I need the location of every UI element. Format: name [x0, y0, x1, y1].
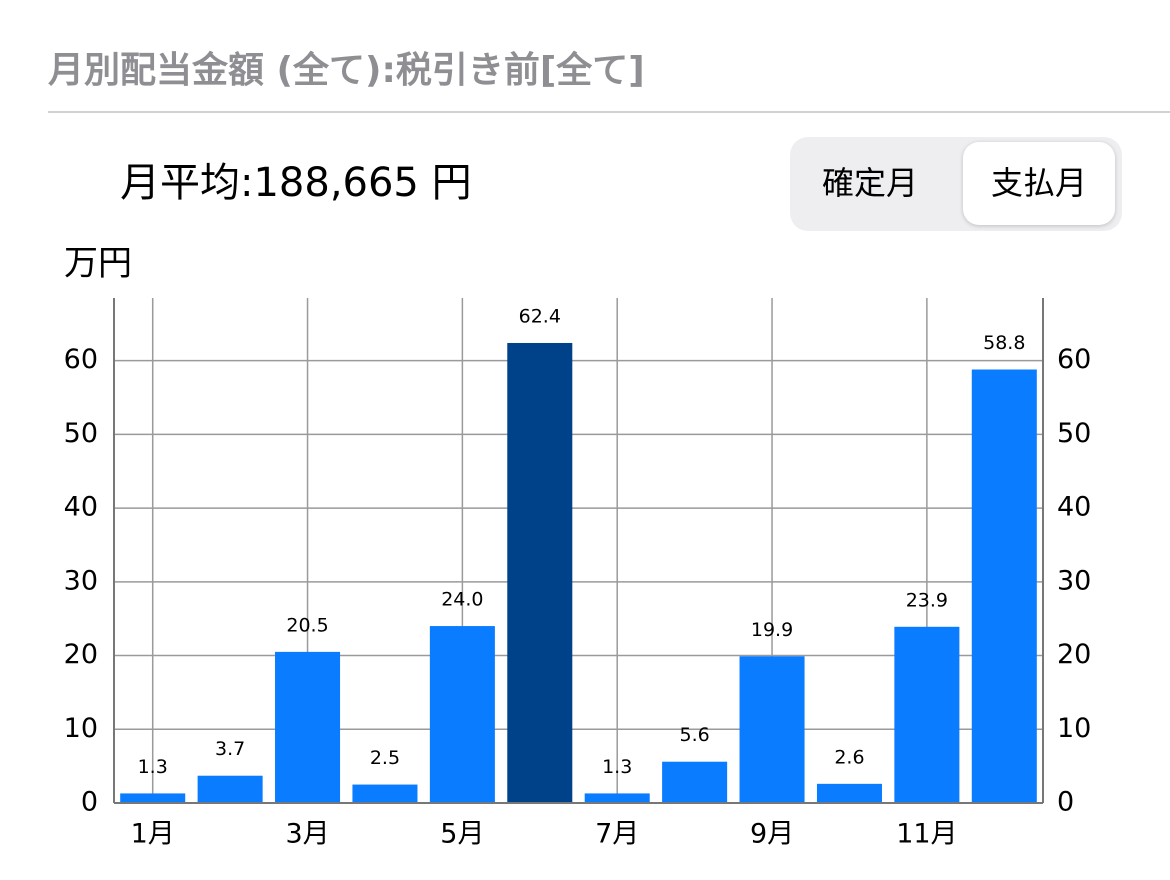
y-tick-label: 30 — [64, 565, 98, 596]
y-tick-label: 0 — [81, 787, 98, 818]
x-tick-label: 9月 — [750, 819, 794, 850]
bar — [971, 369, 1037, 803]
x-tick-label: 7月 — [595, 819, 639, 850]
x-tick-label: 5月 — [440, 819, 484, 850]
bar — [894, 626, 960, 803]
y2-tick-label: 40 — [1057, 492, 1091, 523]
bar — [816, 783, 882, 803]
data-label: 24.0 — [441, 589, 483, 611]
segment-option[interactable]: 支払月 — [991, 164, 1087, 202]
bar — [739, 656, 805, 803]
x-tick-label: 3月 — [285, 819, 329, 850]
y-tick-label: 40 — [64, 492, 98, 523]
x-tick-label: 11月 — [896, 819, 957, 850]
bar — [197, 775, 263, 803]
segment-selected — [963, 142, 1115, 225]
y2-tick-label: 30 — [1057, 565, 1091, 596]
data-label: 1.3 — [602, 756, 632, 778]
bar — [352, 784, 418, 803]
data-label: 58.8 — [983, 332, 1025, 354]
monthly-average: 月平均:188,665 円 — [120, 160, 472, 206]
y2-tick-label: 60 — [1057, 344, 1091, 375]
data-label: 2.6 — [834, 746, 864, 768]
header-title: 月別配当金額 (全て):税引き前[全て] — [48, 49, 645, 91]
y-axis-unit: 万円 — [64, 244, 132, 284]
y-tick-label: 50 — [64, 418, 98, 449]
y2-tick-label: 50 — [1057, 418, 1091, 449]
bar — [662, 761, 728, 803]
data-label: 3.7 — [215, 738, 245, 760]
y-tick-label: 60 — [64, 344, 98, 375]
segment-option[interactable]: 確定月 — [822, 164, 918, 202]
bar — [429, 626, 495, 803]
bar — [120, 793, 186, 803]
bar — [507, 342, 573, 803]
data-label: 5.6 — [680, 724, 710, 746]
x-tick-label: 1月 — [131, 819, 175, 850]
data-label: 1.3 — [138, 756, 168, 778]
data-label: 62.4 — [519, 305, 561, 327]
bar — [584, 793, 650, 803]
y2-tick-label: 20 — [1057, 639, 1091, 670]
data-label: 19.9 — [751, 619, 793, 641]
data-label: 2.5 — [370, 747, 400, 769]
y-tick-label: 20 — [64, 639, 98, 670]
data-label: 23.9 — [906, 589, 948, 611]
y2-tick-label: 0 — [1057, 787, 1074, 818]
data-label: 20.5 — [286, 614, 328, 636]
y2-tick-label: 10 — [1057, 713, 1091, 744]
bar — [275, 651, 341, 803]
y-tick-label: 10 — [64, 713, 98, 744]
